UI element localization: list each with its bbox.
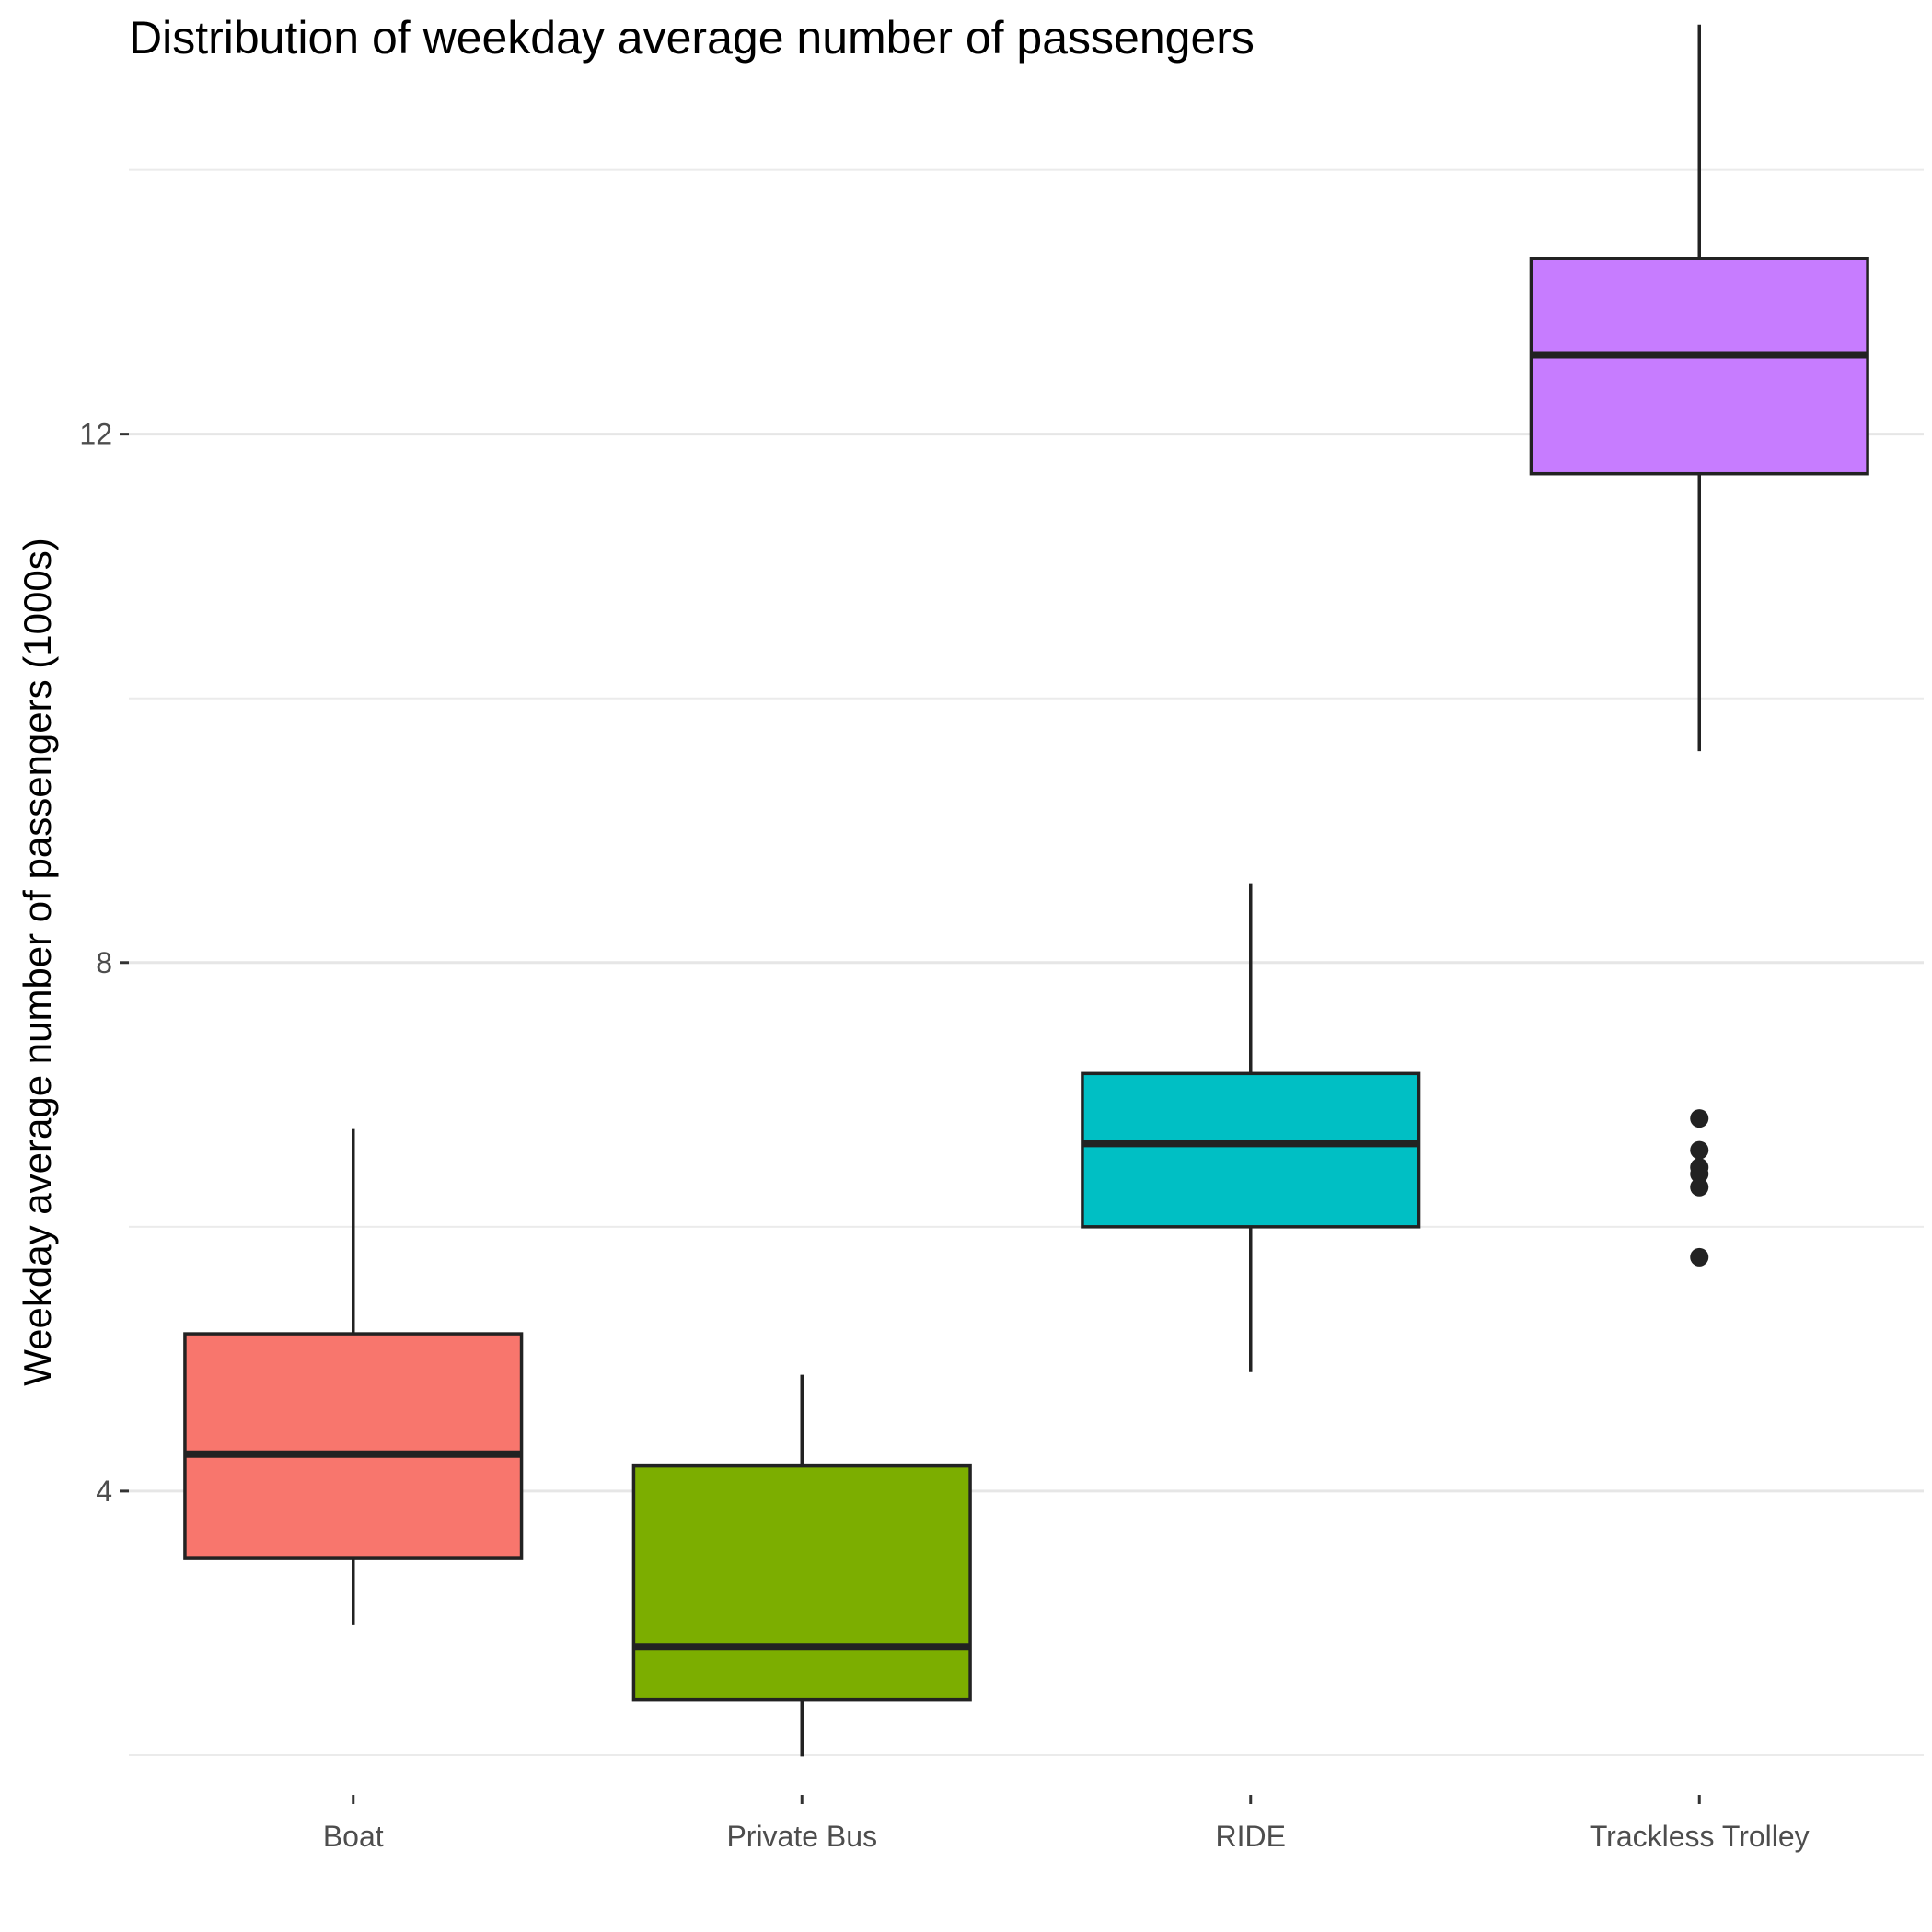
y-tick-label: 12 [79, 418, 112, 451]
box-iqr [1529, 257, 1869, 476]
x-tick-label: Boat [323, 1820, 384, 1853]
box-group [1081, 883, 1421, 1372]
box-group [1529, 24, 1869, 1267]
chart-title: Distribution of weekday average number o… [129, 12, 1255, 64]
box-group [631, 1374, 972, 1757]
outlier-point [1690, 1164, 1709, 1184]
y-tick-label: 4 [96, 1475, 112, 1508]
box-iqr [631, 1463, 972, 1702]
boxes [183, 24, 1869, 1757]
x-tick-label: Trackless Trolley [1590, 1820, 1810, 1853]
x-axis: Boat Private Bus RIDE Trackless Trolley [323, 1795, 1810, 1853]
x-tick-label: Private Bus [726, 1820, 877, 1853]
x-tick-label: RIDE [1216, 1820, 1286, 1853]
outlier-point [1690, 1140, 1709, 1160]
y-axis-label: Weekday average number of passengers (10… [16, 538, 59, 1385]
outlier-point [1690, 1177, 1709, 1197]
outlier-point [1690, 1247, 1709, 1267]
box-group [183, 1128, 524, 1625]
outlier-point [1690, 1109, 1709, 1128]
box-iqr [1081, 1071, 1421, 1229]
y-tick-label: 8 [96, 946, 112, 979]
box-iqr [183, 1332, 524, 1560]
y-axis: 4 8 12 [79, 418, 129, 1508]
